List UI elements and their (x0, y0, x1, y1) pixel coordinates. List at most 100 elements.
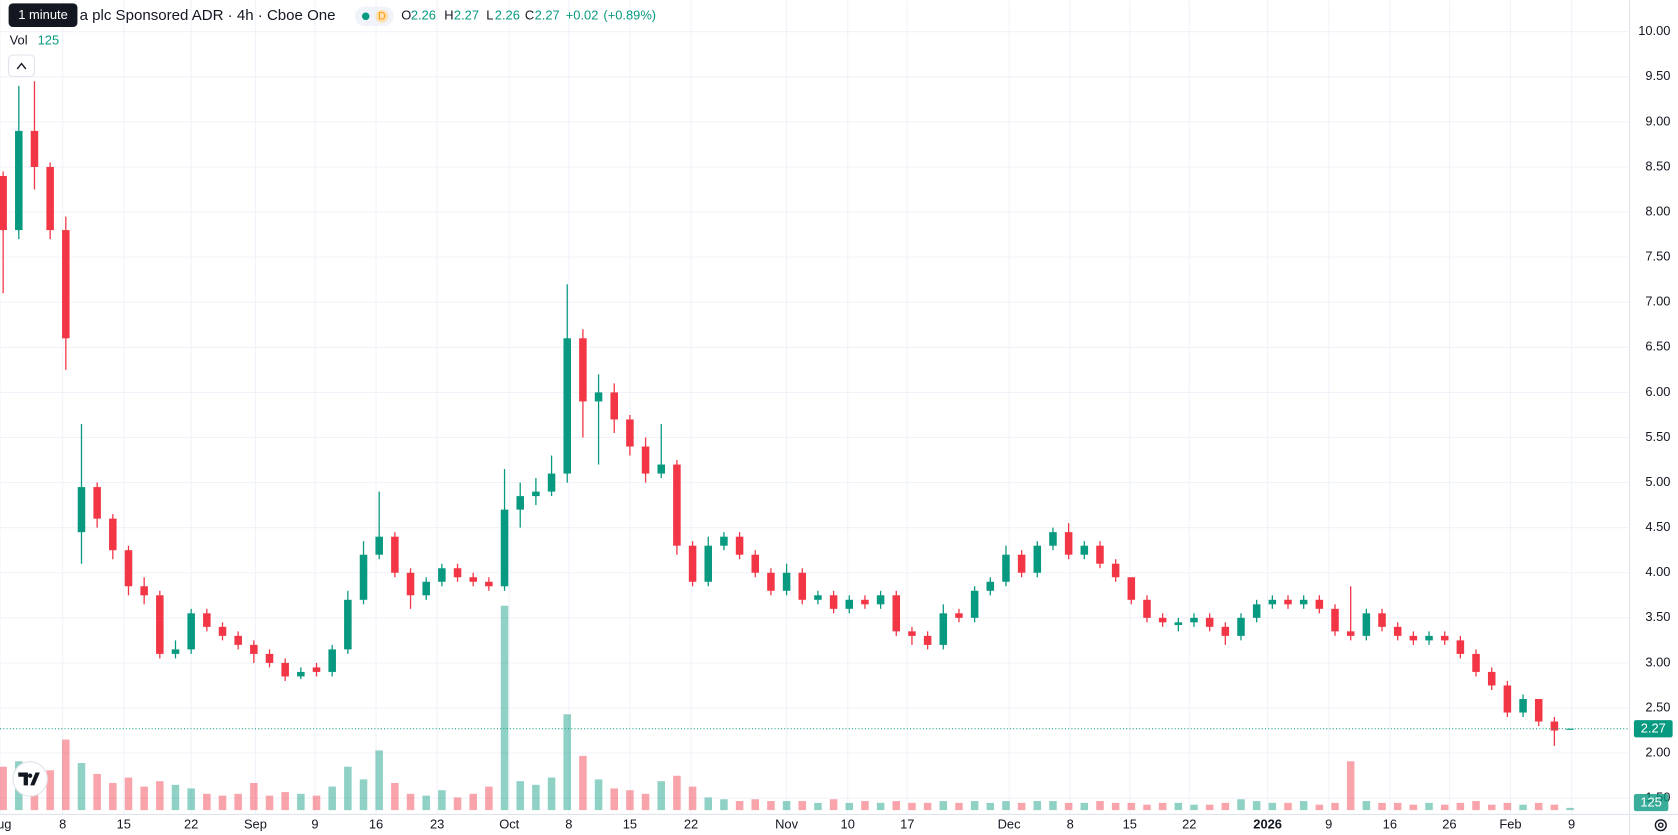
x-tick-label: 10 (841, 817, 855, 832)
candle-body (626, 419, 634, 447)
volume-bar (93, 773, 101, 811)
candle-body (876, 595, 885, 605)
y-tick-label: 2.50 (1645, 699, 1670, 714)
candle-body (203, 613, 211, 627)
volume-bar (312, 795, 321, 811)
volume-bar (218, 795, 227, 811)
volume-bar (939, 801, 948, 811)
volume-bar (563, 714, 571, 811)
volume-bar (1174, 802, 1183, 811)
settings-icon[interactable] (1654, 819, 1667, 832)
candle-body (312, 667, 321, 672)
candle-body (923, 635, 932, 645)
volume-bar (500, 605, 509, 811)
candle-body (1393, 626, 1402, 636)
volume-bar (1362, 801, 1371, 811)
volume-bar (203, 793, 211, 811)
volume-bar (391, 782, 399, 811)
volume-bar (1252, 801, 1261, 811)
volume-bar (1440, 804, 1449, 811)
volume-bar (1425, 802, 1433, 811)
candle-body (798, 572, 807, 600)
y-tick-label: 4.50 (1645, 519, 1670, 534)
candle-body (1378, 613, 1386, 627)
candle-body (1190, 617, 1198, 623)
volume-bar (673, 775, 681, 811)
volume-bar (46, 770, 54, 811)
y-tick-label: 5.00 (1645, 474, 1670, 489)
x-tick-label: 2026 (1253, 817, 1282, 832)
volume-bar (908, 802, 916, 811)
legend-close: 2.27 (535, 8, 560, 23)
volume-bar (187, 788, 195, 811)
candle-body (391, 536, 399, 573)
candle-body (109, 518, 117, 551)
y-tick-label: 3.00 (1645, 654, 1670, 669)
volume-bar (1017, 802, 1026, 811)
axes: 1.502.002.503.003.504.004.505.005.506.00… (0, 23, 1673, 832)
volume-bar (422, 795, 430, 811)
legend-low: 2.26 (495, 8, 520, 23)
legend-low-label: L (486, 8, 493, 23)
volume-bar (657, 781, 666, 811)
volume-bar (297, 793, 305, 811)
candle-body (187, 613, 195, 650)
candle-body (767, 572, 775, 591)
volume-bar (438, 790, 446, 811)
candle-body (908, 631, 916, 636)
candle-body (1503, 685, 1512, 713)
x-tick-label: 9 (311, 817, 318, 832)
x-tick-label: Feb (1499, 817, 1521, 832)
candle-body (1080, 545, 1089, 555)
candle-body (375, 536, 383, 555)
y-tick-label: 5.50 (1645, 429, 1670, 444)
candle-body (970, 590, 979, 618)
volume-bar (1205, 804, 1214, 811)
volume-bar (109, 782, 117, 811)
last-volume-label: 125 (1640, 795, 1662, 810)
badge: D (378, 11, 386, 23)
logo (12, 761, 48, 797)
volume-bar (171, 784, 180, 811)
candle-body (594, 392, 603, 402)
candle-body (30, 130, 39, 167)
volume-bar (250, 782, 258, 811)
volume-bar (344, 766, 352, 811)
badge-bg (375, 9, 389, 23)
candle-body (359, 554, 368, 600)
volume-bar (735, 801, 744, 811)
candle-body (124, 550, 133, 587)
candles (0, 81, 1574, 746)
x-tick-label: 15 (623, 817, 637, 832)
legend-high-label: H (444, 8, 453, 23)
collapse-button[interactable] (8, 54, 35, 78)
x-tick-label: 22 (1182, 817, 1196, 832)
candle-body (673, 464, 681, 546)
candle-body (782, 572, 791, 591)
volume-bar (1299, 801, 1308, 811)
candle-body (250, 644, 258, 654)
candle-body (46, 166, 54, 231)
candle-body (1158, 617, 1167, 623)
y-tick-label: 6.00 (1645, 384, 1670, 399)
volume-bar (767, 801, 775, 811)
chart-title: a plc Sponsored ADR · 4h · Cboe One (80, 7, 336, 24)
volume-bar (1519, 804, 1527, 811)
x-tick-label: 15 (1123, 817, 1137, 832)
candle-body (704, 545, 713, 582)
volume-bar (140, 786, 148, 811)
volume-bar (970, 801, 979, 811)
candle-body (140, 586, 148, 596)
volume-bar (829, 799, 838, 811)
volume-bar (923, 802, 932, 811)
x-tick-label: 8 (1067, 817, 1074, 832)
legend-open: 2.26 (411, 8, 436, 23)
ohlc-legend: O 2.26 H 2.27 L 2.26 C 2.27 +0.02 (+0.89… (401, 8, 656, 23)
candle-body (438, 568, 446, 582)
candle-body (469, 577, 477, 582)
volume-bar (626, 790, 634, 811)
candle-body (939, 613, 948, 645)
candle-body (1017, 554, 1026, 573)
